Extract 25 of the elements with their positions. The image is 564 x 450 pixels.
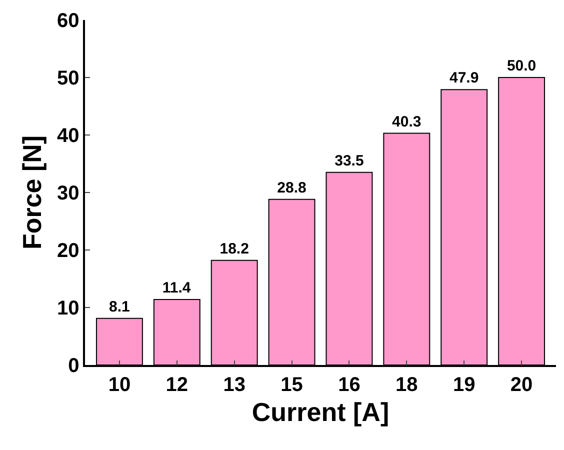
- y-tick-label: 40: [57, 125, 80, 147]
- data-label: 47.9: [449, 70, 479, 87]
- x-tick-label: 15: [280, 374, 303, 396]
- data-label: 33.5: [334, 152, 364, 170]
- y-tick-label: 60: [57, 10, 80, 32]
- x-tick-label: 10: [108, 374, 131, 396]
- y-tick-label: 50: [57, 68, 80, 90]
- x-tick-label: 16: [338, 374, 360, 396]
- y-axis-title: Force [N]: [16, 135, 47, 250]
- data-label: 8.1: [109, 298, 130, 316]
- data-label: 40.3: [392, 113, 422, 130]
- y-tick-label: 0: [68, 355, 80, 377]
- x-tick-label: 18: [396, 374, 418, 396]
- data-label: 18.2: [220, 240, 249, 258]
- data-label: 28.8: [277, 179, 306, 196]
- x-tick-label: 19: [452, 374, 476, 396]
- x-tick-label: 13: [223, 374, 246, 396]
- data-label: 11.4: [162, 279, 192, 296]
- x-axis-title: Current [A]: [252, 396, 390, 427]
- y-tick-label: 30: [57, 182, 80, 204]
- data-label: 50.0: [506, 58, 536, 74]
- x-tick-label: 20: [510, 374, 533, 396]
- x-tick-label: 12: [166, 374, 188, 396]
- y-tick-label: 10: [57, 298, 80, 320]
- y-tick-label: 20: [57, 240, 80, 262]
